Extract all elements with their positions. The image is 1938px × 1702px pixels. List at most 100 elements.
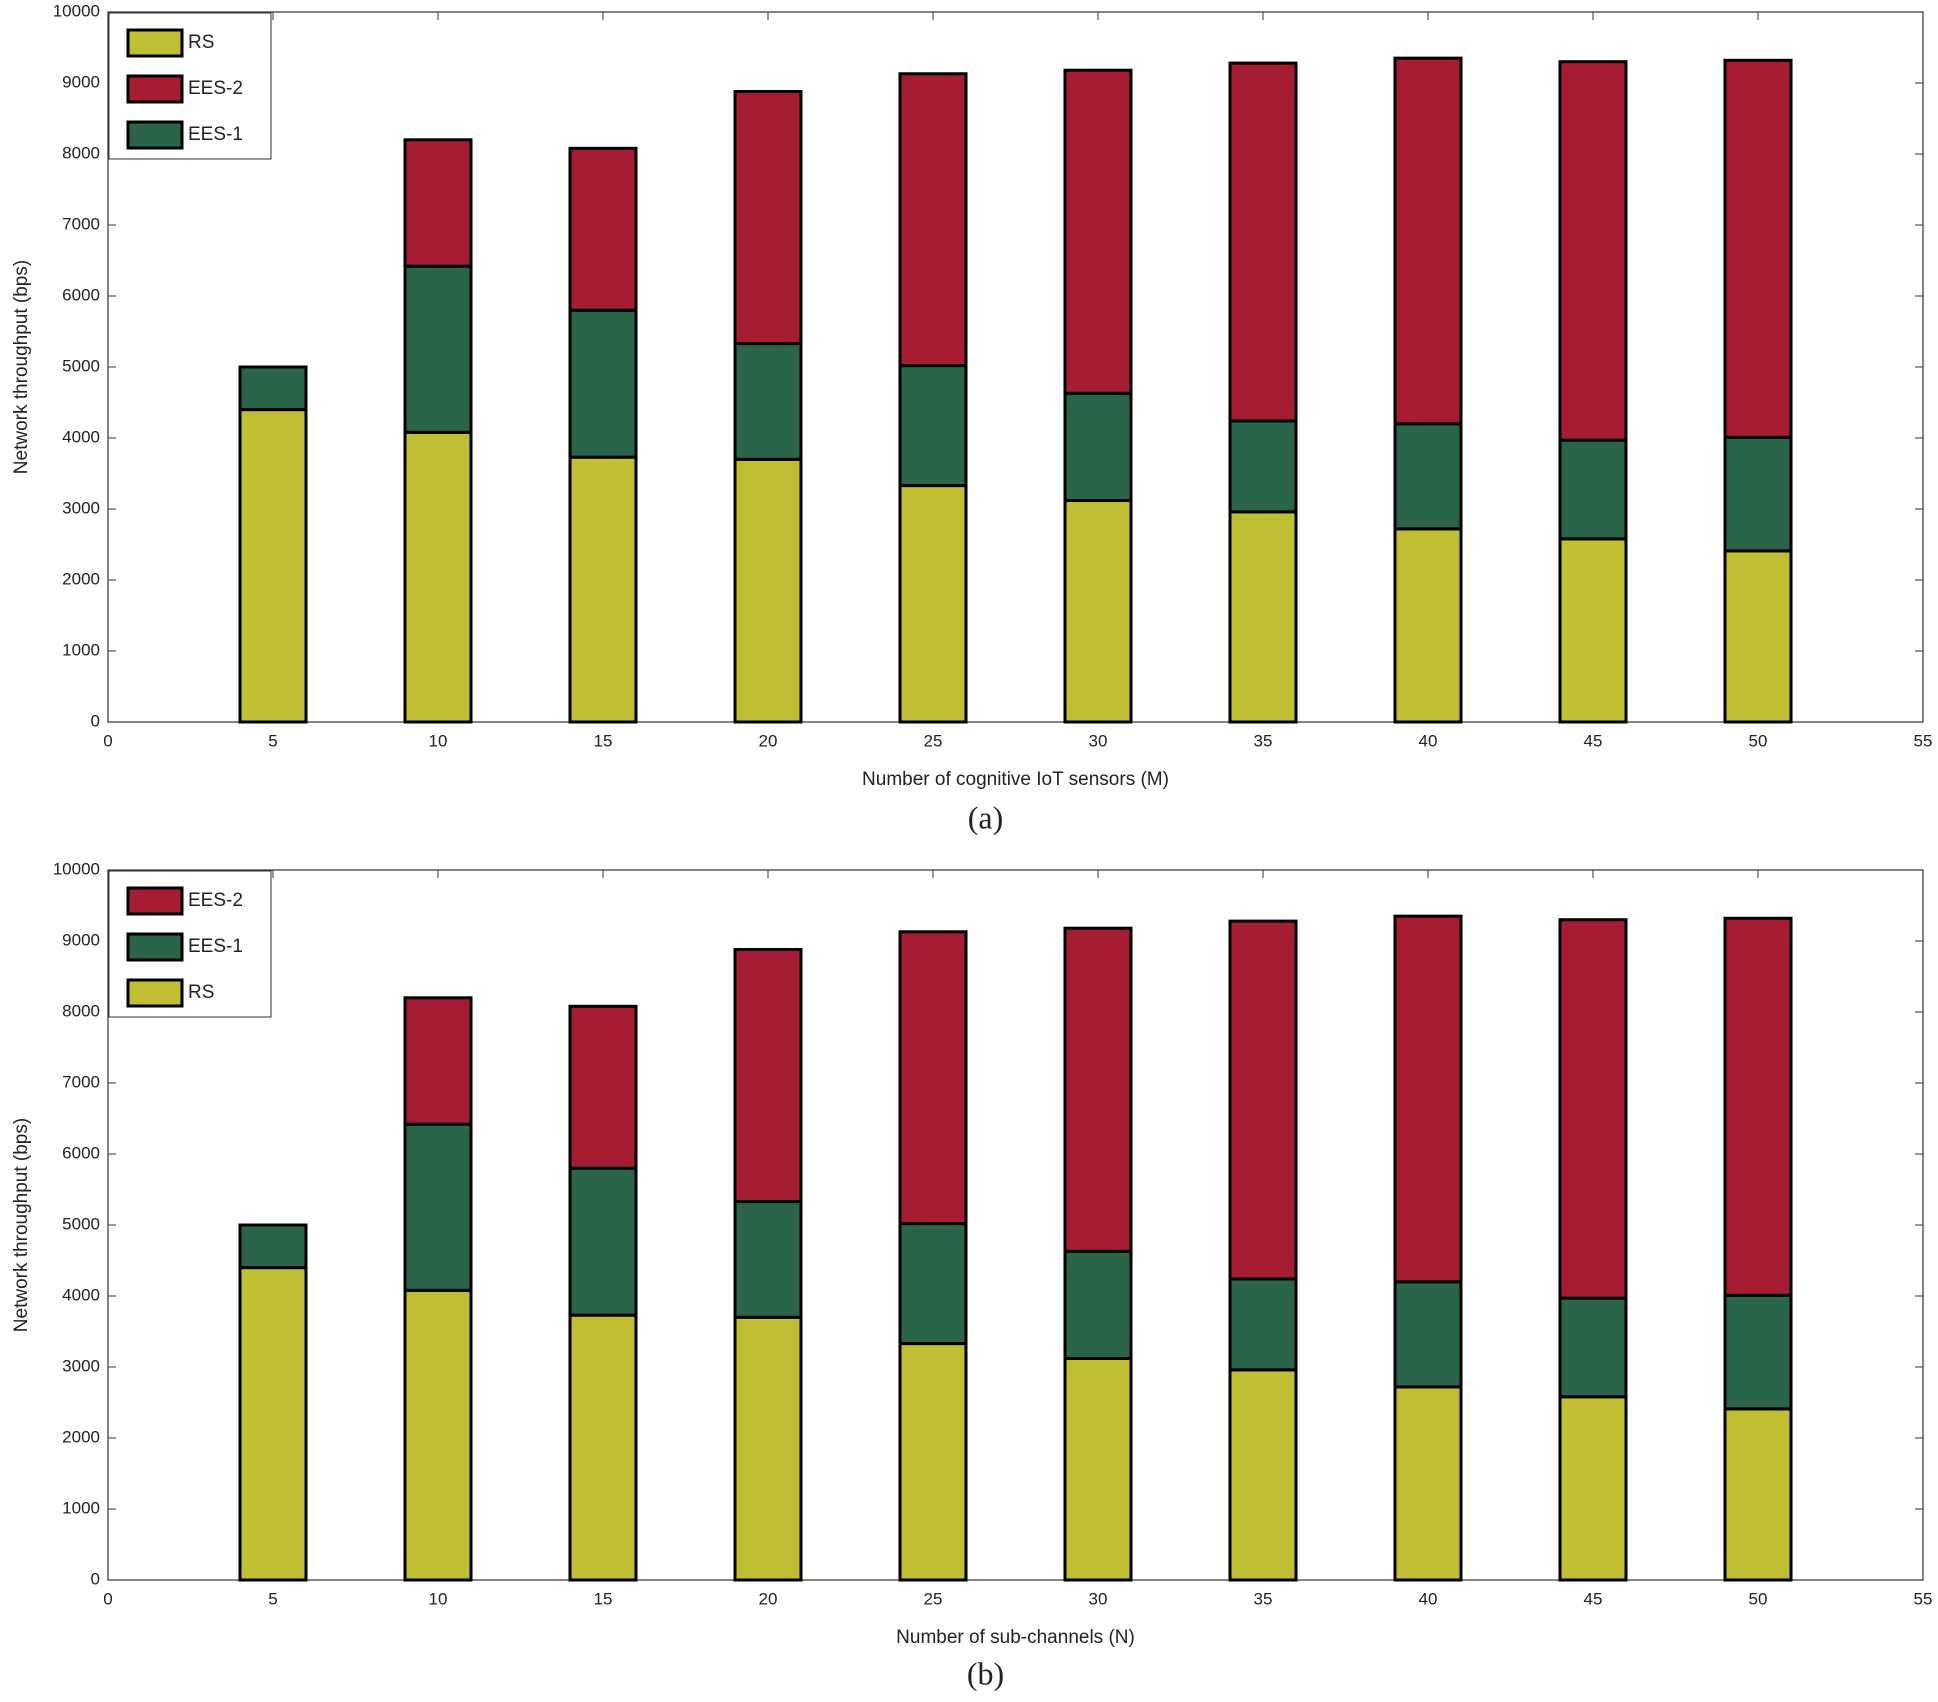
y-tick-label: 3000 — [62, 1356, 100, 1375]
legend-label: EES-2 — [188, 890, 243, 911]
y-tick-label: 5000 — [62, 356, 100, 375]
x-tick-label: 5 — [268, 731, 277, 750]
x-tick-label: 45 — [1584, 731, 1603, 750]
bar-segment — [1723, 549, 1793, 724]
x-tick-label: 55 — [1914, 731, 1933, 750]
x-tick-label: 40 — [1419, 731, 1438, 750]
bar-segment — [1723, 1407, 1793, 1582]
bar-segment — [1558, 438, 1628, 541]
bar-segment — [733, 342, 803, 461]
plot-area — [107, 869, 1924, 1581]
y-tick-label: 9000 — [62, 930, 100, 949]
legend-swatch — [126, 932, 184, 962]
y-tick-label: 10000 — [53, 1, 100, 20]
y-tick-label: 1000 — [62, 640, 100, 659]
x-tick-label: 35 — [1254, 1589, 1273, 1608]
bar-segment — [1228, 510, 1298, 724]
bar-segment — [403, 996, 473, 1126]
bar-segment — [403, 1122, 473, 1292]
x-tick-label: 25 — [924, 1589, 943, 1608]
y-tick-label: 10000 — [53, 859, 100, 878]
x-tick-label: 10 — [429, 1589, 448, 1608]
x-tick-label: 40 — [1419, 1589, 1438, 1608]
bar-segment — [568, 1004, 638, 1170]
bar-segment — [1558, 537, 1628, 724]
y-tick-label: 0 — [91, 711, 100, 730]
bar-segment — [1063, 926, 1133, 1253]
bar-segment — [1558, 918, 1628, 1300]
y-tick-label: 4000 — [62, 1285, 100, 1304]
bar-segment — [238, 365, 308, 412]
bar-segment — [1228, 419, 1298, 514]
bar-segment — [1063, 1356, 1133, 1582]
legend-swatch — [126, 74, 184, 104]
bar-segment — [403, 1288, 473, 1582]
legend-label: EES-2 — [188, 78, 243, 99]
bar-segment — [1393, 56, 1463, 426]
x-axis-label: Number of cognitive IoT sensors (M) — [862, 769, 1169, 790]
bar-segment — [1723, 1293, 1793, 1411]
bar-segment — [1723, 916, 1793, 1297]
bar-segment — [1228, 61, 1298, 423]
bar-segment — [1393, 1385, 1463, 1582]
y-tick-label: 0 — [91, 1569, 100, 1588]
bar-segment — [238, 408, 308, 724]
chart: 0100020003000400050006000700080009000100… — [11, 1, 1932, 835]
x-tick-label: 5 — [268, 1589, 277, 1608]
bar-segment — [568, 146, 638, 312]
x-tick-label: 30 — [1089, 731, 1108, 750]
x-tick-label: 20 — [759, 731, 778, 750]
x-tick-label: 10 — [429, 731, 448, 750]
x-tick-label: 0 — [103, 731, 112, 750]
bar-segment — [1723, 435, 1793, 553]
y-tick-label: 1000 — [62, 1498, 100, 1517]
x-tick-label: 0 — [103, 1589, 112, 1608]
bar-segment — [568, 1166, 638, 1317]
bar-segment — [568, 455, 638, 724]
y-tick-label: 2000 — [62, 1427, 100, 1446]
y-axis-label: Network throughput (bps) — [11, 260, 32, 474]
bar-segment — [403, 138, 473, 268]
bar-segment — [898, 72, 968, 368]
bar-segment — [898, 1342, 968, 1582]
bar-segment — [1228, 1277, 1298, 1372]
legend-swatch — [126, 978, 184, 1008]
y-tick-label: 5000 — [62, 1214, 100, 1233]
bar-segment — [1393, 422, 1463, 531]
y-tick-label: 6000 — [62, 285, 100, 304]
x-tick-label: 20 — [759, 1589, 778, 1608]
bar-segment — [403, 430, 473, 724]
x-tick-label: 55 — [1914, 1589, 1933, 1608]
bar-segment — [403, 264, 473, 434]
legend-label: EES-1 — [188, 936, 243, 957]
caption: (a) — [968, 799, 1004, 835]
bar-segment — [733, 90, 803, 346]
x-tick-label: 25 — [924, 731, 943, 750]
x-tick-label: 50 — [1749, 731, 1768, 750]
bar-segment — [1393, 527, 1463, 724]
y-tick-label: 8000 — [62, 143, 100, 162]
bar-segment — [568, 308, 638, 459]
bar-segment — [1393, 914, 1463, 1284]
y-tick-label: 6000 — [62, 1143, 100, 1162]
bar-segment — [898, 930, 968, 1226]
chart: 0100020003000400050006000700080009000100… — [11, 859, 1932, 1691]
bar-segment — [1063, 391, 1133, 502]
y-tick-label: 7000 — [62, 214, 100, 233]
bar-segment — [1063, 498, 1133, 724]
x-tick-label: 50 — [1749, 1589, 1768, 1608]
x-tick-label: 15 — [594, 731, 613, 750]
bar-segment — [1558, 1395, 1628, 1582]
bar-segment — [568, 1313, 638, 1582]
y-tick-label: 9000 — [62, 72, 100, 91]
legend-swatch — [126, 120, 184, 150]
bar-segment — [1393, 1280, 1463, 1389]
bar-segment — [1228, 1368, 1298, 1582]
bar-segment — [1063, 1249, 1133, 1360]
legend-label: RS — [188, 32, 214, 53]
y-tick-label: 8000 — [62, 1001, 100, 1020]
bar-segment — [1558, 60, 1628, 442]
bar-segment — [1558, 1296, 1628, 1399]
plot-area — [107, 11, 1924, 723]
